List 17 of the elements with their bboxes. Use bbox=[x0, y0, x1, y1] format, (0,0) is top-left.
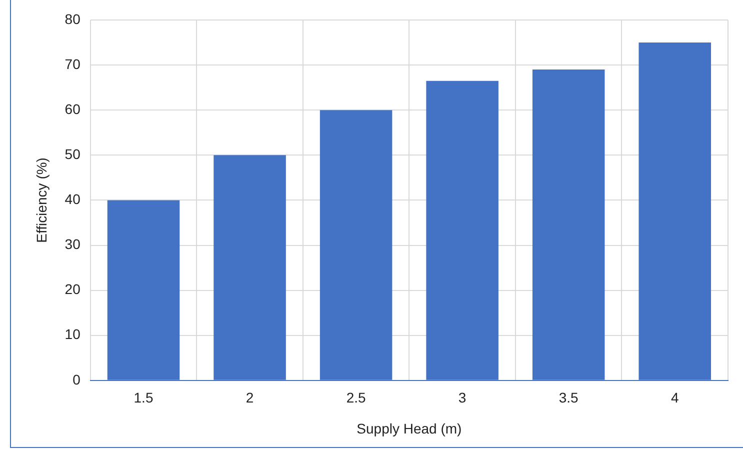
x-tick-label: 2 bbox=[246, 390, 254, 406]
x-tick-label: 4 bbox=[670, 390, 679, 406]
x-tick-label: 3.5 bbox=[558, 390, 579, 406]
y-tick-label: 20 bbox=[64, 281, 81, 298]
y-tick-label: 60 bbox=[64, 100, 81, 117]
y-tick-label: 30 bbox=[64, 236, 81, 252]
y-tick-label: 50 bbox=[64, 146, 81, 162]
y-tick-label: 10 bbox=[64, 326, 81, 342]
y-tick-label: 40 bbox=[64, 191, 81, 208]
x-tick-label: 3 bbox=[458, 390, 466, 406]
x-tick-label: 2.5 bbox=[346, 390, 366, 406]
x-axis-title: Supply Head (m) bbox=[356, 420, 462, 436]
y-tick-label: 70 bbox=[64, 56, 81, 72]
y-tick-label: 0 bbox=[72, 371, 81, 388]
y-axis-title: Efficiency (%) bbox=[33, 158, 50, 243]
y-tick-label: 80 bbox=[64, 10, 81, 27]
x-tick-label: 1.5 bbox=[134, 390, 154, 406]
